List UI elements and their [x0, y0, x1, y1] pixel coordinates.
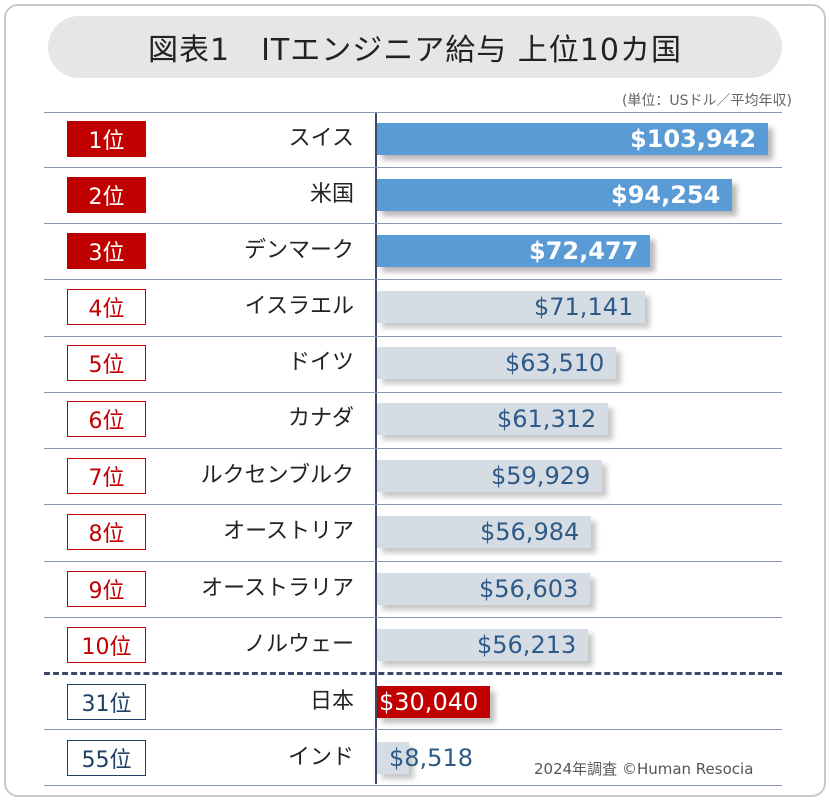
salary-bar	[377, 403, 608, 435]
row-divider	[44, 279, 782, 280]
rank-badge: 7位	[67, 458, 146, 494]
rank-badge: 1位	[67, 121, 146, 157]
row-divider	[44, 112, 782, 113]
unit-note: (単位：USドル／平均年収)	[621, 93, 792, 109]
salary-bar	[377, 123, 768, 155]
country-label: ドイツ	[287, 350, 354, 375]
country-label: オーストラリア	[201, 576, 354, 601]
country-label: 米国	[309, 182, 354, 207]
rank-badge: 2位	[67, 177, 146, 213]
rank-badge: 9位	[67, 571, 146, 607]
country-label: オーストリア	[223, 519, 354, 544]
bar-value-label: $8,518	[389, 744, 473, 772]
rank-badge: 31位	[67, 684, 146, 720]
rank-badge: 4位	[67, 289, 146, 325]
bar-value-label: $94,254	[611, 181, 721, 209]
country-label: イスラエル	[244, 294, 354, 319]
bar-value-label: $30,040	[379, 688, 479, 716]
bar-value-label: $56,603	[479, 575, 579, 603]
country-label: 日本	[309, 689, 354, 714]
rank-badge: 10位	[67, 627, 146, 663]
row-divider	[44, 167, 782, 168]
bar-value-label: $56,213	[477, 631, 577, 659]
row-divider	[44, 729, 782, 730]
bar-value-label: $59,929	[491, 462, 591, 490]
row-divider	[44, 617, 782, 618]
rank-badge: 8位	[67, 514, 146, 550]
salary-bar	[377, 573, 590, 605]
bar-value-label: $56,984	[480, 518, 580, 546]
country-label: ルクセンブルク	[200, 463, 354, 488]
bar-value-label: $71,141	[534, 293, 634, 321]
rank-badge: 55位	[67, 740, 146, 776]
salary-bar	[377, 742, 409, 774]
salary-bar	[377, 291, 645, 323]
salary-bar	[377, 460, 602, 492]
country-label: カナダ	[287, 406, 354, 431]
row-divider	[44, 223, 782, 224]
row-divider	[44, 336, 782, 337]
ranking-separator	[44, 672, 782, 675]
country-label: ノルウェー	[243, 632, 354, 657]
row-divider	[44, 785, 782, 786]
row-divider	[44, 392, 782, 393]
country-label: スイス	[288, 126, 354, 151]
row-divider	[44, 504, 782, 505]
bar-value-label: $61,312	[497, 405, 597, 433]
bar-value-label: $63,510	[505, 349, 605, 377]
salary-bar	[377, 629, 588, 661]
row-divider	[44, 448, 782, 449]
salary-bar	[377, 686, 490, 718]
rank-badge: 6位	[67, 401, 146, 437]
source-note: 2024年調査 ©Human Resocia	[534, 760, 754, 778]
chart-title: 図表1 ITエンジニア給与 上位10カ国	[48, 16, 782, 78]
rank-badge: 5位	[67, 345, 146, 381]
country-label: デンマーク	[243, 238, 354, 263]
salary-bar	[377, 235, 650, 267]
bar-value-label: $103,942	[630, 125, 757, 153]
salary-bar	[377, 516, 591, 548]
rank-badge: 3位	[67, 233, 146, 269]
bar-value-label: $72,477	[529, 237, 639, 265]
country-label: インド	[287, 745, 354, 770]
salary-bar	[377, 347, 616, 379]
row-divider	[44, 561, 782, 562]
salary-bar	[377, 179, 732, 211]
